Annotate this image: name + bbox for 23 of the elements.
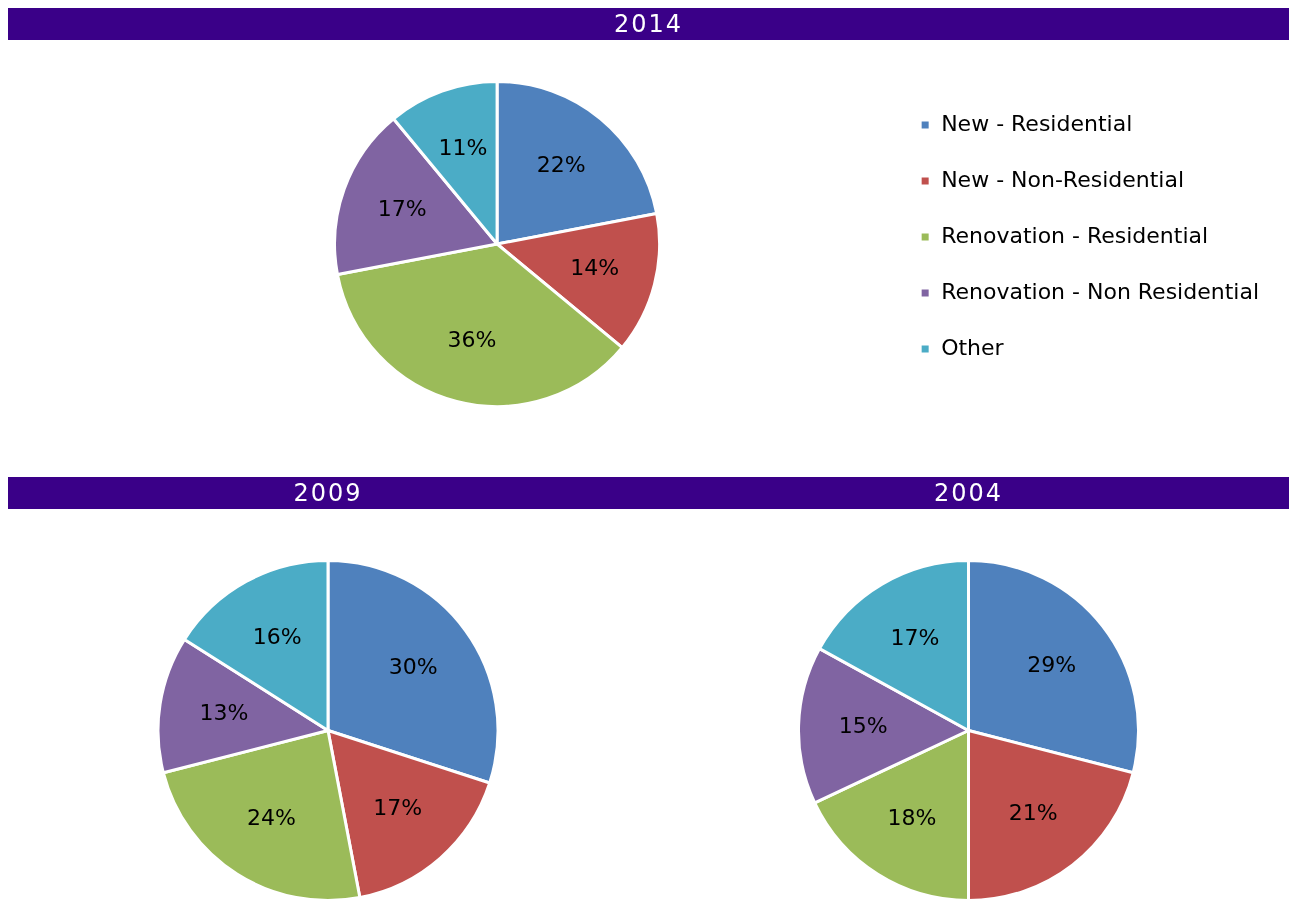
data-label: 11% bbox=[438, 134, 488, 160]
data-label: 29% bbox=[1027, 651, 1077, 677]
data-label: 15% bbox=[838, 712, 888, 738]
legend-label: New - Non-Residential bbox=[941, 166, 1185, 192]
legend-label: Renovation - Non Residential bbox=[941, 278, 1259, 304]
data-label: 22% bbox=[536, 152, 586, 178]
chart-title: 2004 bbox=[648, 477, 1289, 509]
data-label: 21% bbox=[1008, 799, 1058, 825]
data-label: 14% bbox=[570, 254, 620, 280]
data-label: 17% bbox=[890, 625, 940, 651]
legend-label: Renovation - Residential bbox=[941, 222, 1209, 248]
data-label: 16% bbox=[252, 623, 302, 649]
chart-title: 2014 bbox=[8, 8, 1289, 40]
legend-label: Other bbox=[941, 334, 1005, 360]
data-label: 24% bbox=[247, 805, 296, 831]
data-label: 17% bbox=[373, 795, 423, 821]
data-label: 18% bbox=[887, 805, 937, 831]
data-label: 13% bbox=[199, 699, 249, 725]
data-label: 36% bbox=[447, 327, 497, 353]
legend-label: New - Residential bbox=[941, 110, 1133, 136]
chart-title: 2009 bbox=[8, 477, 648, 509]
data-label: 30% bbox=[388, 654, 438, 680]
data-label: 17% bbox=[377, 195, 427, 221]
